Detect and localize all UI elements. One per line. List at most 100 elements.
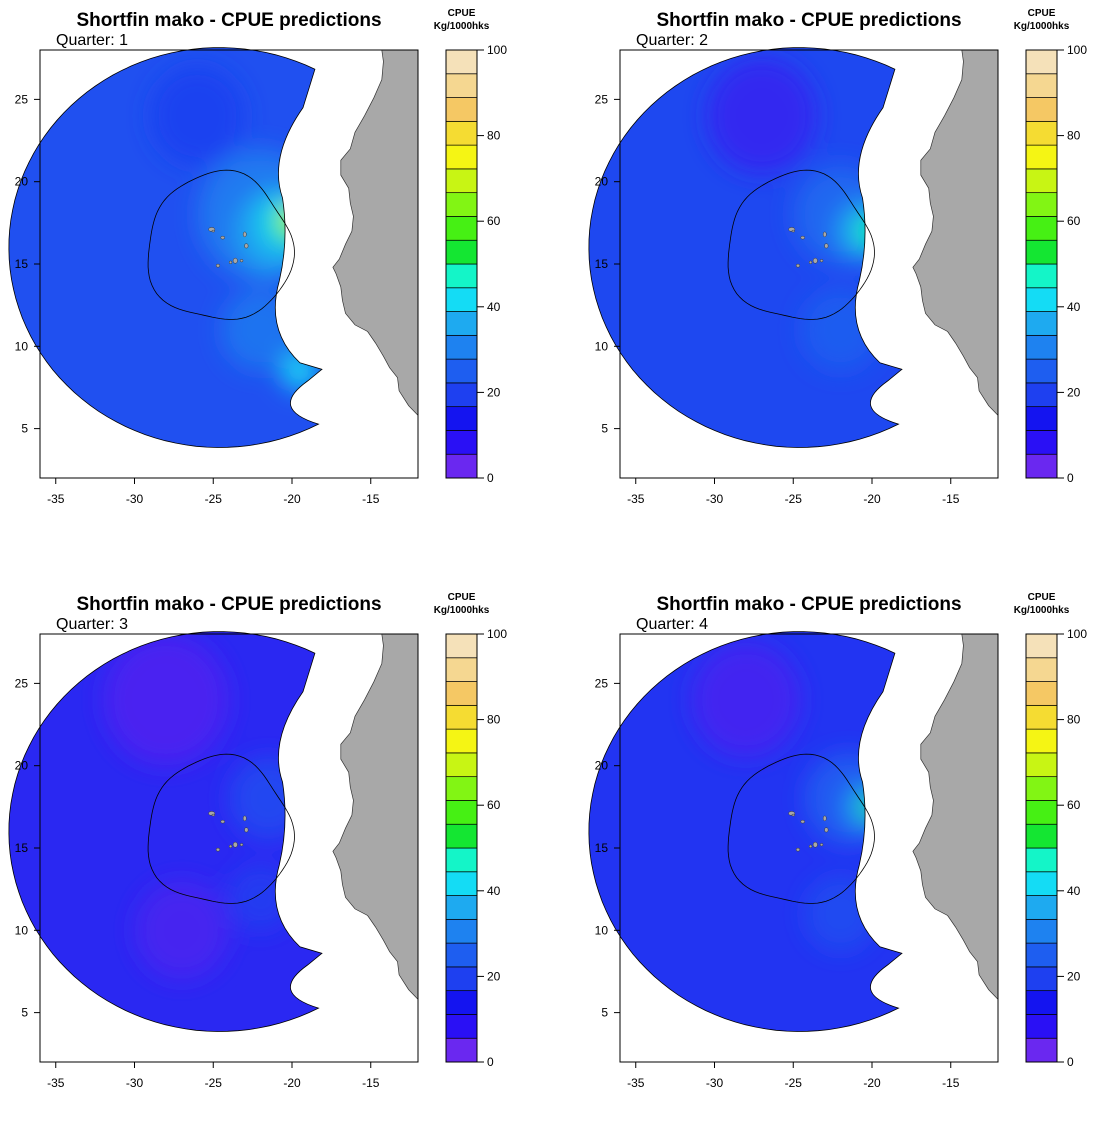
y-tick-label: 10 [595,339,609,353]
colorbar-tick-label: 80 [1067,129,1081,143]
colorbar-tick-label: 60 [487,798,501,812]
colorbar-swatch [445,633,478,659]
eez-boundary [147,753,295,904]
colorbar-swatch [1025,49,1058,75]
colorbar-swatch [445,453,478,479]
colorbar-swatch [1025,990,1058,1015]
x-tick-label: -20 [863,1076,881,1090]
y-tick-label: 10 [595,923,609,937]
cpue-blob [793,165,888,265]
island [215,263,221,268]
island [244,827,249,833]
colorbar-tick-label: 40 [1067,884,1081,898]
colorbar-swatch [1025,216,1058,241]
colorbar-swatch [445,192,478,217]
island [220,819,225,824]
colorbar-tick-label: 20 [487,969,501,983]
colorbar-frame [445,633,478,1063]
colorbar-swatch [445,966,478,992]
y-tick-label: 10 [15,339,29,353]
panel-subtitle: Quarter: 2 [636,32,708,49]
colorbar-swatch [1025,1037,1058,1063]
cpue-domain [8,631,322,1032]
y-tick-label: 25 [595,92,609,106]
colorbar-swatch [445,168,478,194]
colorbar-swatch [1025,334,1058,360]
x-tick-label: -25 [785,492,803,506]
island [232,257,238,264]
cpue-blob [801,288,880,372]
domain-outline [588,631,903,1032]
island [824,827,829,833]
colorbar-swatch [445,216,478,241]
x-tick-label: -15 [362,492,380,506]
cpue-blob [845,783,890,830]
island [215,847,221,852]
colorbar-swatch [1025,97,1058,122]
x-tick-label: -30 [126,1076,144,1090]
colorbar-swatch [445,990,478,1015]
colorbar-swatch [445,752,478,778]
x-tick-label: -20 [283,492,301,506]
island [791,813,795,817]
colorbar-tick-label: 20 [487,385,501,399]
colorbar-title: CPUE [448,8,476,19]
land-africa-coast [332,633,419,1001]
island [228,844,233,849]
colorbar-swatch [1025,800,1058,825]
cpue-blob [229,757,308,840]
island [819,843,824,847]
x-tick-label: -30 [706,492,724,506]
y-tick-label: 15 [15,257,29,271]
y-tick-label: 20 [595,759,609,773]
colorbar-swatch [1025,918,1058,944]
colorbar-swatch [1025,430,1058,455]
island [808,844,813,849]
domain-outline [8,631,323,1032]
colorbar-swatch [445,382,478,408]
island [822,231,827,238]
colorbar-swatch [445,823,478,849]
x-tick-label: -30 [706,1076,724,1090]
island [822,815,827,822]
colorbar-swatch [1025,847,1058,873]
colorbar-swatch [1025,73,1058,98]
colorbar-swatch [1025,752,1058,778]
eez-boundary [147,169,295,320]
island [795,263,801,268]
colorbar-swatch [445,120,478,146]
colorbar-swatch [1025,144,1058,170]
panel-subtitle: Quarter: 3 [56,616,128,633]
colorbar-swatch [445,657,478,682]
colorbar-swatch [1025,263,1058,289]
y-tick-label: 25 [15,676,29,690]
colorbar-tick-label: 60 [487,214,501,228]
colorbar-tick-label: 100 [487,43,507,57]
panel-title: Shortfin mako - CPUE predictions [656,10,961,31]
y-tick-label: 25 [15,92,29,106]
colorbar-title: CPUE [448,592,476,603]
colorbar-tick-label: 40 [487,884,501,898]
island [795,847,801,852]
colorbar-swatch [445,287,478,312]
y-tick-label: 20 [15,759,29,773]
x-tick-label: -20 [863,492,881,506]
y-tick-label: 15 [15,841,29,855]
domain-outline [588,47,903,448]
island [211,229,215,233]
colorbar-swatch [1025,239,1058,265]
y-tick-label: 5 [601,422,608,436]
colorbar-swatch [445,776,478,801]
cpue-blob [285,207,305,228]
colorbar-swatch [1025,871,1058,896]
cpue-blob [274,204,310,242]
x-tick-label: -25 [205,492,223,506]
colorbar-swatch [1025,453,1058,479]
panel-subtitle: Quarter: 1 [56,32,128,49]
colorbar-unit: Kg/1000hks [1014,605,1070,616]
colorbar-tick-label: 100 [1067,627,1087,641]
colorbar-swatch [1025,192,1058,217]
x-tick-label: -15 [942,492,960,506]
y-tick-label: 20 [15,175,29,189]
colorbar-tick-label: 0 [1067,1055,1074,1069]
